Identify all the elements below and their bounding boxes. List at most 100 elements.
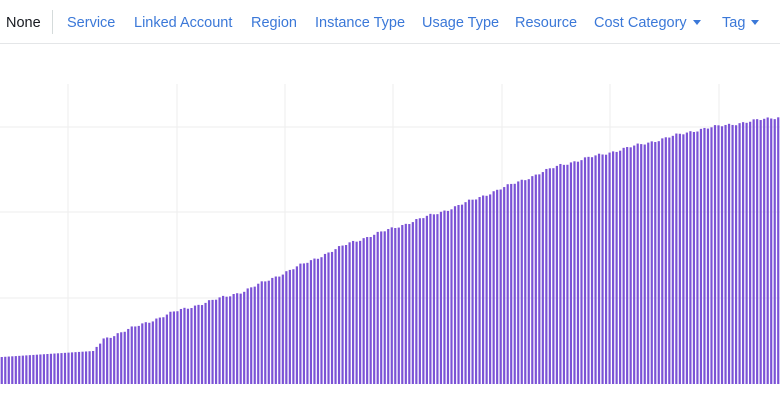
chart-bar[interactable]	[731, 124, 734, 384]
chart-bar[interactable]	[183, 307, 186, 384]
chart-bar[interactable]	[734, 125, 738, 384]
chart-bar[interactable]	[499, 189, 502, 384]
chart-bar[interactable]	[148, 322, 151, 384]
chart-bar[interactable]	[766, 117, 769, 385]
chart-bar[interactable]	[443, 210, 446, 384]
chart-bar[interactable]	[485, 195, 488, 384]
chart-bar[interactable]	[74, 352, 77, 384]
chart-bar[interactable]	[489, 194, 492, 384]
chart-bar[interactable]	[88, 351, 91, 384]
chart-bar[interactable]	[320, 257, 323, 384]
chart-bar[interactable]	[657, 141, 660, 384]
chart-bar[interactable]	[327, 252, 330, 384]
chart-bar[interactable]	[471, 199, 474, 384]
chart-bar[interactable]	[569, 162, 573, 384]
chart-bar[interactable]	[390, 227, 393, 384]
chart-bar[interactable]	[608, 152, 611, 384]
chart-bar[interactable]	[120, 332, 123, 384]
chart-bar[interactable]	[246, 288, 249, 384]
chart-bar[interactable]	[21, 355, 24, 384]
chart-bar[interactable]	[394, 228, 397, 384]
chart-bar[interactable]	[243, 291, 246, 384]
chart-bar[interactable]	[35, 354, 38, 384]
chart-bar[interactable]	[169, 311, 172, 384]
chart-bar[interactable]	[306, 262, 309, 384]
chart-bar[interactable]	[415, 219, 418, 384]
chart-bar[interactable]	[257, 283, 260, 384]
chart-bar[interactable]	[39, 354, 42, 384]
group-by-tag[interactable]: Tag	[722, 14, 760, 32]
chart-bar[interactable]	[517, 181, 520, 384]
chart-bar[interactable]	[432, 214, 436, 384]
chart-bar[interactable]	[773, 119, 776, 384]
chart-bar[interactable]	[278, 276, 281, 384]
chart-bar[interactable]	[60, 353, 63, 384]
chart-bar[interactable]	[742, 122, 745, 385]
chart-bar[interactable]	[42, 354, 46, 384]
chart-bar[interactable]	[464, 202, 467, 384]
chart-bar[interactable]	[590, 157, 594, 384]
chart-bar[interactable]	[380, 231, 383, 384]
chart-bar[interactable]	[503, 187, 506, 384]
chart-bar[interactable]	[404, 223, 407, 384]
chart-bar[interactable]	[418, 218, 421, 384]
chart-bar[interactable]	[749, 121, 752, 385]
chart-bar[interactable]	[696, 131, 699, 384]
chart-bar[interactable]	[197, 304, 200, 384]
chart-bar[interactable]	[49, 353, 53, 384]
chart-bar[interactable]	[130, 326, 133, 384]
group-by-usage-type[interactable]: Usage Type	[422, 14, 499, 32]
chart-bar[interactable]	[77, 351, 81, 384]
chart-bar[interactable]	[200, 305, 204, 384]
chart-bar[interactable]	[288, 269, 291, 384]
chart-bar[interactable]	[165, 314, 168, 384]
chart-bar[interactable]	[337, 246, 341, 384]
chart-bar[interactable]	[752, 119, 755, 384]
chart-bar[interactable]	[32, 354, 35, 384]
chart-bar[interactable]	[56, 353, 60, 384]
chart-bar[interactable]	[341, 245, 344, 384]
chart-bar[interactable]	[467, 199, 471, 384]
chart-bar[interactable]	[640, 144, 643, 384]
chart-bar[interactable]	[113, 336, 116, 384]
group-by-service[interactable]: Service	[67, 14, 115, 32]
chart-bar[interactable]	[654, 142, 657, 384]
chart-bar[interactable]	[580, 160, 583, 384]
chart-bar[interactable]	[541, 172, 544, 384]
chart-bar[interactable]	[668, 137, 671, 384]
chart-bar[interactable]	[4, 356, 7, 384]
chart-bar[interactable]	[559, 163, 562, 384]
chart-bar[interactable]	[671, 135, 674, 384]
chart-bar[interactable]	[548, 168, 551, 384]
chart-bar[interactable]	[460, 204, 464, 384]
chart-bar[interactable]	[204, 302, 207, 384]
chart-bar[interactable]	[703, 127, 706, 385]
chart-bar[interactable]	[207, 300, 211, 384]
chart-bar[interactable]	[369, 237, 372, 384]
chart-bar[interactable]	[422, 218, 425, 384]
chart-bar[interactable]	[302, 263, 306, 384]
chart-bar[interactable]	[513, 183, 516, 384]
chart-bar[interactable]	[710, 127, 713, 384]
chart-bar[interactable]	[636, 143, 639, 384]
chart-bar[interactable]	[134, 326, 137, 384]
group-by-resource[interactable]: Resource	[515, 14, 577, 32]
chart-bar[interactable]	[352, 240, 355, 384]
chart-bar[interactable]	[685, 132, 688, 384]
chart-bar[interactable]	[313, 258, 316, 384]
chart-bar[interactable]	[274, 276, 277, 385]
chart-bar[interactable]	[14, 356, 17, 384]
chart-bar[interactable]	[67, 352, 70, 384]
chart-bar[interactable]	[738, 123, 741, 384]
chart-bar[interactable]	[179, 308, 183, 384]
chart-bar[interactable]	[689, 131, 692, 384]
chart-bar[interactable]	[706, 128, 710, 384]
chart-bar[interactable]	[53, 353, 56, 384]
group-by-cost-category[interactable]: Cost Category	[594, 14, 701, 32]
chart-bar[interactable]	[123, 331, 126, 384]
chart-bar[interactable]	[193, 305, 197, 384]
chart-bar[interactable]	[267, 280, 270, 384]
chart-bar[interactable]	[162, 317, 165, 384]
chart-bar[interactable]	[453, 206, 457, 384]
chart-bar[interactable]	[492, 191, 495, 384]
